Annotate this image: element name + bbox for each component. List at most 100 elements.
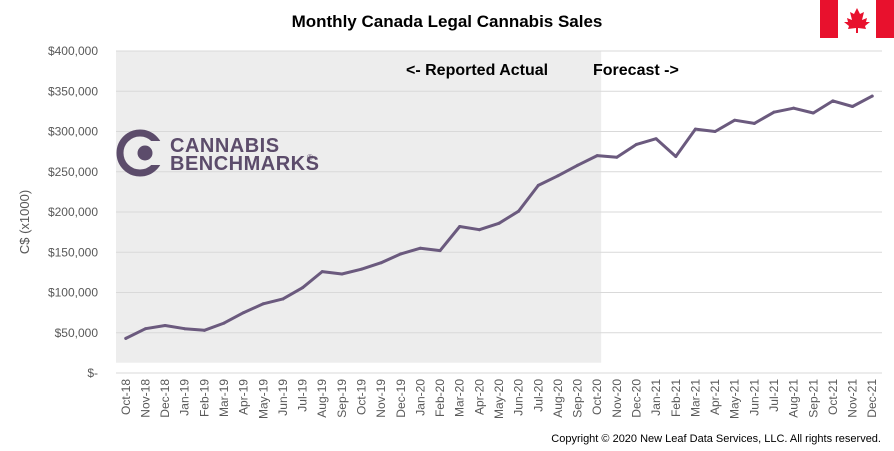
- y-tick-label: $400,000: [48, 44, 98, 58]
- logo-registered-mark: ®: [307, 153, 313, 162]
- data-point: [713, 130, 717, 133]
- x-tick-label: Apr-21: [708, 379, 722, 415]
- y-tick-label: $350,000: [48, 84, 98, 98]
- data-point: [634, 142, 638, 146]
- data-point: [870, 94, 874, 98]
- x-tick-label: Jul-20: [531, 379, 545, 412]
- data-point: [693, 127, 697, 131]
- data-point: [438, 249, 442, 253]
- x-tick-label: Jan-19: [178, 379, 192, 416]
- data-point: [674, 154, 678, 158]
- data-point: [399, 252, 403, 256]
- x-tick-labels: Oct-18 Nov-18 Dec-18 Jan-19 Feb-19 Mar-19 Apr-…: [119, 379, 879, 419]
- data-point: [379, 261, 383, 265]
- chart-title: Monthly Canada Legal Cannabis Sales: [292, 12, 603, 31]
- x-tick-label: Feb-21: [669, 379, 683, 417]
- data-point: [360, 267, 364, 271]
- y-tick-label: $250,000: [48, 165, 98, 179]
- annotation-actual: <- Reported Actual: [406, 62, 548, 79]
- x-tick-label: May-20: [492, 379, 506, 419]
- cannabis-benchmarks-logo: CANNABIS BENCHMARKS ®: [116, 129, 319, 177]
- data-point: [340, 272, 344, 276]
- data-point: [772, 110, 776, 114]
- data-point: [183, 327, 187, 331]
- data-point: [556, 174, 560, 178]
- y-tick-label: $200,000: [48, 205, 98, 219]
- x-tick-label: Oct-18: [119, 379, 133, 415]
- x-tick-label: Dec-19: [394, 379, 408, 418]
- logo-mark-icon: [116, 129, 166, 177]
- data-points: [124, 94, 874, 340]
- x-tick-label: Jan-20: [413, 379, 427, 416]
- data-point: [458, 224, 462, 228]
- data-point: [497, 221, 501, 225]
- y-tick-label: $300,000: [48, 125, 98, 139]
- copyright-text: Copyright © 2020 New Leaf Data Services,…: [551, 433, 881, 445]
- x-tick-label: Sep-21: [806, 379, 820, 418]
- data-point: [222, 321, 226, 325]
- x-tick-label: Jun-19: [276, 379, 290, 416]
- x-tick-label: Dec-20: [629, 379, 643, 418]
- x-tick-label: Aug-21: [787, 379, 801, 418]
- x-tick-label: Nov-19: [374, 379, 388, 418]
- x-tick-label: Dec-18: [158, 379, 172, 418]
- x-tick-label: Oct-19: [355, 379, 369, 415]
- y-tick-label: $50,000: [55, 326, 99, 340]
- annotation-forecast: Forecast ->: [593, 62, 679, 79]
- data-point: [654, 137, 658, 141]
- data-point: [320, 270, 324, 274]
- data-point: [242, 311, 246, 315]
- data-point: [281, 297, 285, 301]
- x-tick-label: Sep-19: [335, 379, 349, 418]
- data-point: [831, 99, 835, 103]
- x-tick-label: Sep-20: [571, 379, 585, 418]
- data-point: [124, 336, 128, 340]
- x-tick-label: Mar-21: [688, 379, 702, 417]
- data-point: [615, 155, 619, 159]
- y-tick-label: $100,000: [48, 286, 98, 300]
- x-tick-label: Oct-21: [826, 379, 840, 415]
- gridlines: [116, 50, 882, 334]
- x-tick-label: Mar-20: [453, 379, 467, 417]
- data-point: [811, 111, 815, 115]
- x-tick-label: Jul-21: [767, 379, 781, 412]
- x-tick-label: Aug-19: [315, 379, 329, 418]
- y-tick-label: $-: [87, 366, 98, 380]
- y-tick-label: $150,000: [48, 245, 98, 259]
- x-tick-label: Jul-19: [296, 379, 310, 412]
- data-point: [576, 163, 580, 167]
- x-tick-label: Nov-21: [846, 379, 860, 418]
- canada-flag-icon: [820, 0, 894, 38]
- data-point: [851, 105, 855, 109]
- logo-line1: CANNABIS: [170, 135, 280, 157]
- x-tick-label: Jun-20: [512, 379, 526, 416]
- x-tick-label: Aug-20: [551, 379, 565, 418]
- x-tick-label: May-19: [256, 379, 270, 419]
- x-tick-label: Feb-19: [197, 379, 211, 417]
- data-point: [301, 286, 305, 290]
- x-tick-label: Apr-20: [472, 379, 486, 415]
- y-axis-label: C$ (x1000): [17, 190, 32, 254]
- data-point: [143, 327, 147, 331]
- data-point: [517, 209, 521, 213]
- x-tick-label: Oct-20: [590, 379, 604, 415]
- x-tick-label: Dec-21: [865, 379, 879, 418]
- x-tick-label: Mar-19: [217, 379, 231, 417]
- data-point: [792, 106, 796, 110]
- data-point: [752, 121, 756, 125]
- data-point: [595, 154, 599, 158]
- x-tick-label: Nov-20: [610, 379, 624, 418]
- data-point: [536, 183, 540, 187]
- data-point: [477, 228, 481, 232]
- data-point: [261, 302, 265, 306]
- x-tick-label: Feb-20: [433, 379, 447, 417]
- x-tick-label: Jan-21: [649, 379, 663, 416]
- data-point: [163, 324, 167, 328]
- data-point: [733, 118, 737, 122]
- data-point: [418, 246, 422, 250]
- actual-region-shade: [116, 51, 602, 363]
- x-tick-label: May-21: [728, 379, 742, 419]
- data-point: [202, 328, 206, 332]
- y-tick-labels: $- $50,000 $100,000 $150,000 $200,000 $250,00…: [48, 44, 98, 380]
